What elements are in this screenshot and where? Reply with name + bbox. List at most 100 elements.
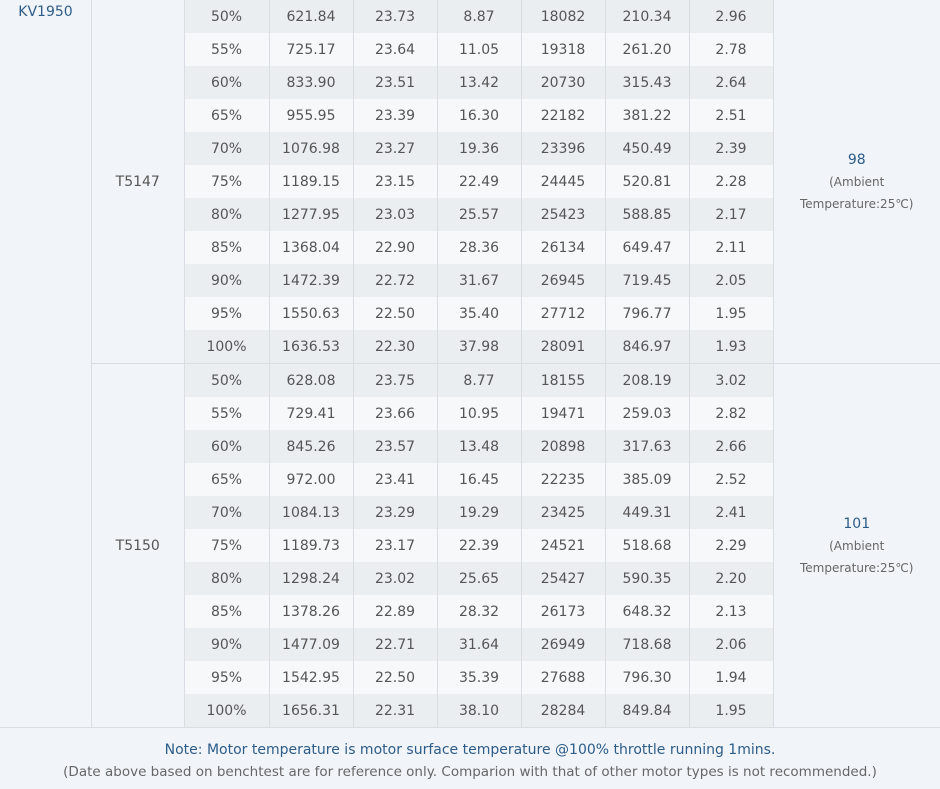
value-cell: 520.81 (605, 165, 690, 198)
value-cell: 28284 (521, 694, 606, 727)
throttle-cell: 85% (184, 231, 270, 264)
motor-model-cell: T5150 (92, 363, 185, 727)
value-cell: 1277.95 (269, 198, 354, 231)
table-row: T5147 50% 621.84 23.73 8.87 18082 210.34 2.96 98… (92, 0, 940, 364)
throttle-cell: 80% (184, 198, 270, 231)
table-row: 95% 1542.95 22.50 35.39 27688 796.30 1.94 (92, 661, 940, 694)
value-cell: 23.02 (353, 562, 438, 595)
value-cell: 28091 (521, 330, 606, 364)
kv-label: KV1950 (0, 0, 92, 727)
value-cell: 24521 (521, 529, 606, 562)
value-cell: 317.63 (605, 430, 690, 463)
table-row: 100% 1656.31 22.31 38.10 28284 849.84 1.95 (92, 694, 940, 727)
table-row: 95% 1550.63 22.50 35.40 27712 796.77 1.95 (92, 297, 940, 330)
table-body: T5147 50% 621.84 23.73 8.87 18082 210.34 2.96 98… (92, 0, 940, 727)
value-cell: 1298.24 (269, 562, 354, 595)
value-cell: 621.84 (269, 0, 354, 33)
value-cell: 13.42 (437, 66, 522, 99)
table-row: 85% 1368.04 22.90 28.36 26134 649.47 2.11 (92, 231, 940, 264)
value-cell: 19.29 (437, 496, 522, 529)
value-cell: 37.98 (437, 330, 522, 364)
motor-temperature-cell: 98 (Ambient Temperature:25℃) (773, 0, 940, 364)
value-cell: 449.31 (605, 496, 690, 529)
value-cell: 26134 (521, 231, 606, 264)
throttle-cell: 65% (184, 99, 270, 132)
throttle-cell: 55% (184, 33, 270, 66)
value-cell: 23.64 (353, 33, 438, 66)
throttle-cell: 65% (184, 463, 270, 496)
value-cell: 2.29 (689, 529, 774, 562)
value-cell: 1.93 (689, 330, 774, 364)
value-cell: 23.75 (353, 363, 438, 397)
value-cell: 22.71 (353, 628, 438, 661)
throttle-cell: 95% (184, 661, 270, 694)
value-cell: 796.30 (605, 661, 690, 694)
value-cell: 22.89 (353, 595, 438, 628)
value-cell: 2.41 (689, 496, 774, 529)
value-cell: 315.43 (605, 66, 690, 99)
value-cell: 22.72 (353, 264, 438, 297)
value-cell: 19.36 (437, 132, 522, 165)
value-cell: 25423 (521, 198, 606, 231)
value-cell: 2.78 (689, 33, 774, 66)
table-row: 65% 972.00 23.41 16.45 22235 385.09 2.52 (92, 463, 940, 496)
value-cell: 2.51 (689, 99, 774, 132)
value-cell: 22.50 (353, 661, 438, 694)
value-cell: 1.95 (689, 297, 774, 330)
table-row: 80% 1298.24 23.02 25.65 25427 590.35 2.20 (92, 562, 940, 595)
value-cell: 26949 (521, 628, 606, 661)
value-cell: 2.82 (689, 397, 774, 430)
value-cell: 23.41 (353, 463, 438, 496)
value-cell: 1368.04 (269, 231, 354, 264)
value-cell: 23396 (521, 132, 606, 165)
throttle-cell: 75% (184, 165, 270, 198)
value-cell: 649.47 (605, 231, 690, 264)
value-cell: 259.03 (605, 397, 690, 430)
throttle-cell: 55% (184, 397, 270, 430)
temperature-value: 98 (847, 151, 866, 168)
value-cell: 10.95 (437, 397, 522, 430)
value-cell: 23425 (521, 496, 606, 529)
throttle-cell: 90% (184, 628, 270, 661)
value-cell: 23.73 (353, 0, 438, 33)
value-cell: 846.97 (605, 330, 690, 364)
value-cell: 27712 (521, 297, 606, 330)
value-cell: 22.50 (353, 297, 438, 330)
table-row: 80% 1277.95 23.03 25.57 25423 588.85 2.17 (92, 198, 940, 231)
temperature-value: 101 (843, 515, 871, 532)
value-cell: 8.87 (437, 0, 522, 33)
value-cell: 25.65 (437, 562, 522, 595)
throttle-cell: 85% (184, 595, 270, 628)
value-cell: 1.95 (689, 694, 774, 727)
table-row: 60% 845.26 23.57 13.48 20898 317.63 2.66 (92, 430, 940, 463)
value-cell: 718.68 (605, 628, 690, 661)
table-row: 60% 833.90 23.51 13.42 20730 315.43 2.64 (92, 66, 940, 99)
value-cell: 28.32 (437, 595, 522, 628)
value-cell: 2.11 (689, 231, 774, 264)
throttle-cell: 95% (184, 297, 270, 330)
value-cell: 22.39 (437, 529, 522, 562)
throttle-cell: 60% (184, 430, 270, 463)
value-cell: 2.39 (689, 132, 774, 165)
table-row: 100% 1636.53 22.30 37.98 28091 846.97 1.93 (92, 330, 940, 364)
value-cell: 518.68 (605, 529, 690, 562)
value-cell: 23.39 (353, 99, 438, 132)
value-cell: 1656.31 (269, 694, 354, 727)
value-cell: 1.94 (689, 661, 774, 694)
throttle-cell: 60% (184, 66, 270, 99)
value-cell: 261.20 (605, 33, 690, 66)
ambient-note-line2: Temperature:25℃) (800, 196, 914, 211)
value-cell: 8.77 (437, 363, 522, 397)
value-cell: 2.52 (689, 463, 774, 496)
ambient-note-line1: (Ambient (829, 174, 885, 189)
table-row: 75% 1189.15 23.15 22.49 24445 520.81 2.28 (92, 165, 940, 198)
value-cell: 20730 (521, 66, 606, 99)
value-cell: 628.08 (269, 363, 354, 397)
table-row: 85% 1378.26 22.89 28.32 26173 648.32 2.13 (92, 595, 940, 628)
table-row: 70% 1076.98 23.27 19.36 23396 450.49 2.39 (92, 132, 940, 165)
value-cell: 16.30 (437, 99, 522, 132)
footer-disclaimer: (Date above based on benchtest are for r… (63, 764, 877, 780)
value-cell: 1472.39 (269, 264, 354, 297)
value-cell: 972.00 (269, 463, 354, 496)
value-cell: 385.09 (605, 463, 690, 496)
